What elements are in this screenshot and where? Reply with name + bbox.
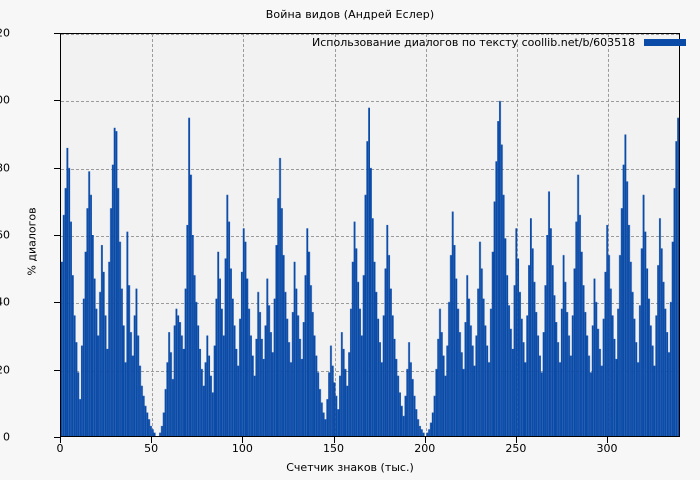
y-tick-label: 40 (0, 295, 10, 309)
y-tick-label: 0 (3, 430, 10, 444)
y-tick-mark (54, 235, 60, 236)
y-tick-label: 120 (0, 26, 10, 40)
y-tick-mark (54, 302, 60, 304)
plot-area (60, 33, 680, 437)
legend-label: Использование диалогов по тексту coollib… (312, 36, 636, 49)
x-tick-mark (60, 437, 61, 443)
y-tick-mark (54, 437, 60, 438)
y-tick-mark (54, 33, 60, 34)
x-tick-mark (424, 437, 426, 443)
x-tick-label: 200 (414, 442, 436, 455)
y-tick-label: 60 (0, 228, 10, 242)
y-tick-mark (54, 100, 60, 102)
x-tick-mark (242, 437, 244, 443)
y-tick-label: 20 (0, 363, 10, 377)
y-tick-mark (54, 369, 60, 371)
y-tick-mark (54, 167, 60, 169)
x-tick-mark (151, 437, 153, 443)
y-tick-label: 100 (0, 93, 10, 107)
y-tick-label: 80 (0, 161, 10, 175)
x-axis-label: Счетчик знаков (тыс.) (286, 461, 414, 474)
chart-legend: Использование диалогов по тексту coollib… (312, 36, 687, 49)
x-tick-label: 150 (323, 442, 345, 455)
x-tick-mark (333, 437, 335, 443)
legend-color-swatch (644, 39, 687, 46)
x-tick-label: 250 (505, 442, 527, 455)
x-tick-label: 50 (144, 442, 159, 455)
x-tick-label: 300 (596, 442, 618, 455)
bar-series-canvas (61, 34, 679, 436)
x-tick-mark (607, 437, 609, 443)
x-tick-label: 100 (231, 442, 253, 455)
chart-title: Война видов (Андрей Еслер) (265, 8, 435, 21)
x-tick-label: 0 (56, 442, 64, 455)
x-tick-mark (515, 437, 517, 443)
y-axis-label: % диалогов (25, 207, 39, 276)
